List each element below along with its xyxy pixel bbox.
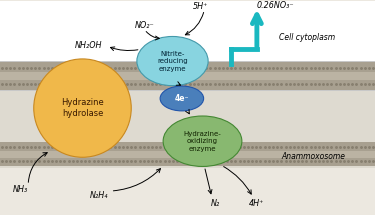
Bar [0,168,375,215]
Bar [0,91,375,168]
Ellipse shape [34,59,131,157]
Text: Hydrazine
hydrolase: Hydrazine hydrolase [61,98,104,118]
Text: 5H⁺: 5H⁺ [193,2,208,11]
Bar [0,150,375,158]
Text: Nitrite-
reducing
enzyme: Nitrite- reducing enzyme [157,51,188,72]
Ellipse shape [137,37,208,86]
Text: N₂H₄: N₂H₄ [90,191,109,200]
Text: 4H⁺: 4H⁺ [249,199,265,208]
Bar [0,1,375,61]
Text: 4e⁻: 4e⁻ [175,94,189,103]
Bar [0,72,375,80]
Bar [0,61,375,91]
Text: 0.26NO₃⁻: 0.26NO₃⁻ [257,1,294,10]
Bar [0,142,375,166]
Text: NH₂OH: NH₂OH [74,40,102,49]
Bar [0,62,375,90]
Text: NO₂⁻: NO₂⁻ [135,21,154,30]
Text: Cell cytoplasm: Cell cytoplasm [279,33,336,42]
Ellipse shape [163,116,242,166]
Circle shape [160,86,204,111]
Text: N₂: N₂ [211,199,220,208]
Text: NH₃: NH₃ [13,185,28,194]
Text: Hydrazine-
oxidizing
enzyme: Hydrazine- oxidizing enzyme [184,131,221,152]
Text: Anammoxosome: Anammoxosome [281,152,345,161]
